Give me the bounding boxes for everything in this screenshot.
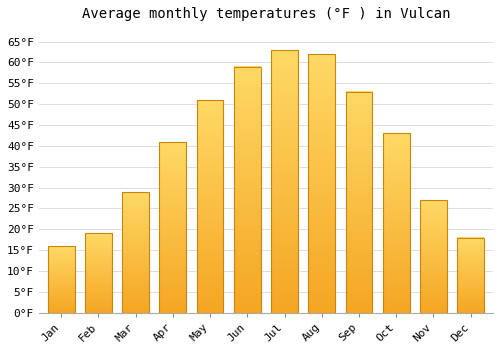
Bar	[234, 66, 260, 313]
Bar	[346, 92, 372, 313]
Bar	[196, 100, 224, 313]
Bar	[122, 192, 149, 313]
Title: Average monthly temperatures (°F ) in Vulcan: Average monthly temperatures (°F ) in Vu…	[82, 7, 450, 21]
Bar	[308, 54, 335, 313]
Bar	[85, 233, 112, 313]
Bar	[420, 200, 447, 313]
Bar	[383, 133, 409, 313]
Bar	[271, 50, 298, 313]
Bar	[160, 142, 186, 313]
Bar	[48, 246, 74, 313]
Bar	[458, 238, 484, 313]
